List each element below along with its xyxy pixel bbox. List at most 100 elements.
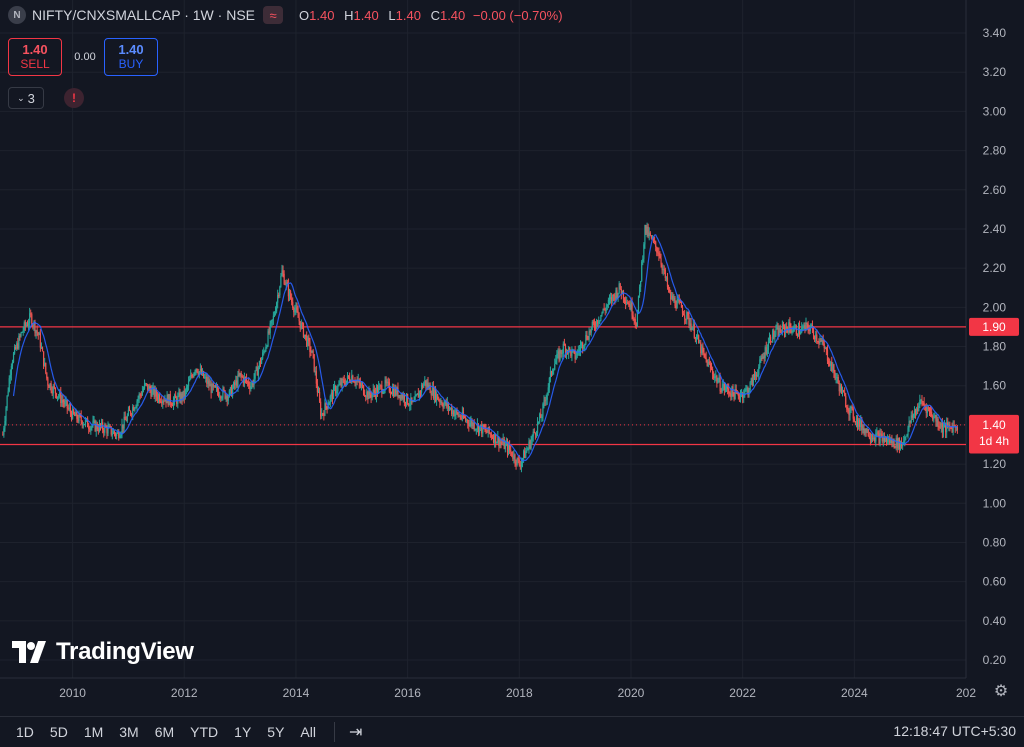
candle-body: [138, 394, 140, 399]
candle-body: [288, 291, 291, 297]
date-range-icon[interactable]: ⇥: [348, 724, 363, 741]
candle-body: [276, 302, 278, 312]
candle-body: [339, 382, 341, 385]
candle-body: [529, 441, 531, 449]
candle-body: [851, 407, 853, 409]
timeframe-5d[interactable]: 5D: [49, 724, 68, 740]
candle-body: [498, 436, 500, 447]
x-tick-label: 2020: [618, 686, 645, 700]
candle-body: [715, 375, 717, 377]
price-chart[interactable]: 3.40 3.20 3.00 2.80 2.60 2.40 2.20 2.00 1.80 1.60…: [0, 0, 1024, 716]
timeframe-3m[interactable]: 3M: [119, 724, 139, 740]
candle-body: [279, 286, 281, 296]
candle-body: [445, 401, 447, 407]
candle-body: [56, 396, 59, 398]
gear-icon[interactable]: ⚙: [993, 683, 1009, 700]
last-price-label-bg: [969, 414, 1019, 451]
candle-body: [625, 300, 627, 304]
candle-body: [541, 416, 543, 418]
candle-body: [164, 399, 166, 402]
candle-body: [751, 378, 753, 386]
warning-icon[interactable]: !: [64, 88, 84, 108]
candle-body: [543, 400, 545, 405]
timeframe-5y[interactable]: 5Y: [267, 724, 285, 740]
candle-body: [314, 371, 316, 373]
candle-body: [267, 331, 269, 347]
candle-body: [324, 403, 326, 416]
candle-body: [942, 427, 945, 433]
candle-body: [483, 424, 485, 429]
candle-body: [366, 391, 368, 397]
timeframe-1d[interactable]: 1D: [16, 724, 34, 740]
candle-body: [871, 438, 874, 440]
candle-body: [545, 399, 547, 401]
candle-body: [756, 374, 758, 376]
candle-body: [856, 418, 859, 427]
candle-body: [510, 450, 512, 452]
timeframe-6m[interactable]: 6M: [154, 724, 175, 740]
timeframe-all[interactable]: All: [300, 724, 316, 740]
candle-body: [815, 334, 817, 340]
candle-body: [235, 380, 237, 386]
candle-body: [440, 402, 442, 404]
timeframe-1m[interactable]: 1M: [83, 724, 104, 740]
candle-body: [542, 404, 544, 417]
candle-body: [448, 408, 451, 410]
candle-body: [345, 380, 348, 386]
candle-body: [660, 258, 662, 265]
clock[interactable]: 12:18:47 UTC+5:30: [893, 723, 1016, 739]
indicators-toggle[interactable]: ⌄ 3: [8, 87, 44, 109]
candle-body: [280, 275, 282, 287]
candle-body: [576, 350, 578, 356]
candle-body: [353, 381, 355, 383]
candle-body: [193, 373, 195, 378]
candle-body: [841, 390, 844, 394]
candle-body: [805, 322, 807, 330]
candle-body: [60, 392, 62, 403]
y-tick-label: 2.20: [983, 261, 1007, 275]
candle-body: [274, 311, 277, 315]
candle-body: [225, 395, 227, 399]
buy-button[interactable]: 1.40 BUY: [104, 38, 158, 76]
candle-body: [723, 383, 725, 391]
candle-body: [78, 414, 80, 422]
candle-body: [265, 347, 267, 352]
candle-body: [285, 282, 287, 285]
candle-body: [927, 407, 930, 409]
candle-body: [918, 406, 920, 412]
candle-body: [698, 335, 700, 343]
candle-body: [70, 412, 73, 419]
wave-icon[interactable]: ≈: [263, 6, 284, 24]
candle-body: [490, 434, 492, 438]
symbol-title[interactable]: NIFTY/CNXSMALLCAP · 1W · NSE: [32, 7, 256, 23]
candle-body: [736, 392, 738, 394]
high-value: 1.40: [353, 7, 379, 23]
candle-body: [892, 439, 894, 443]
candle-body: [131, 414, 133, 416]
candle-body: [212, 383, 214, 387]
timeframe-ytd[interactable]: YTD: [190, 724, 219, 740]
candle-body: [109, 426, 111, 428]
sell-button[interactable]: 1.40 SELL: [8, 38, 62, 76]
candle-body: [463, 417, 466, 419]
candle-body: [322, 413, 324, 415]
candle-body: [4, 421, 6, 429]
x-tick-label: 2012: [171, 686, 198, 700]
candle-body: [461, 411, 463, 419]
timeframe-1y[interactable]: 1Y: [234, 724, 252, 740]
candle-body: [330, 392, 332, 397]
candle-body: [263, 351, 265, 353]
candle-body: [484, 428, 486, 430]
candle-body: [66, 400, 68, 409]
candle-body: [630, 302, 632, 310]
candle-body: [197, 372, 199, 375]
candle-body: [707, 361, 709, 367]
candle-body: [356, 380, 358, 382]
candle-body: [619, 283, 621, 290]
candle-body: [238, 374, 240, 376]
candle-body: [590, 327, 592, 333]
candle-body: [594, 326, 597, 328]
candle-body: [864, 428, 866, 434]
candle-body: [558, 351, 560, 360]
candle-body: [687, 311, 689, 316]
